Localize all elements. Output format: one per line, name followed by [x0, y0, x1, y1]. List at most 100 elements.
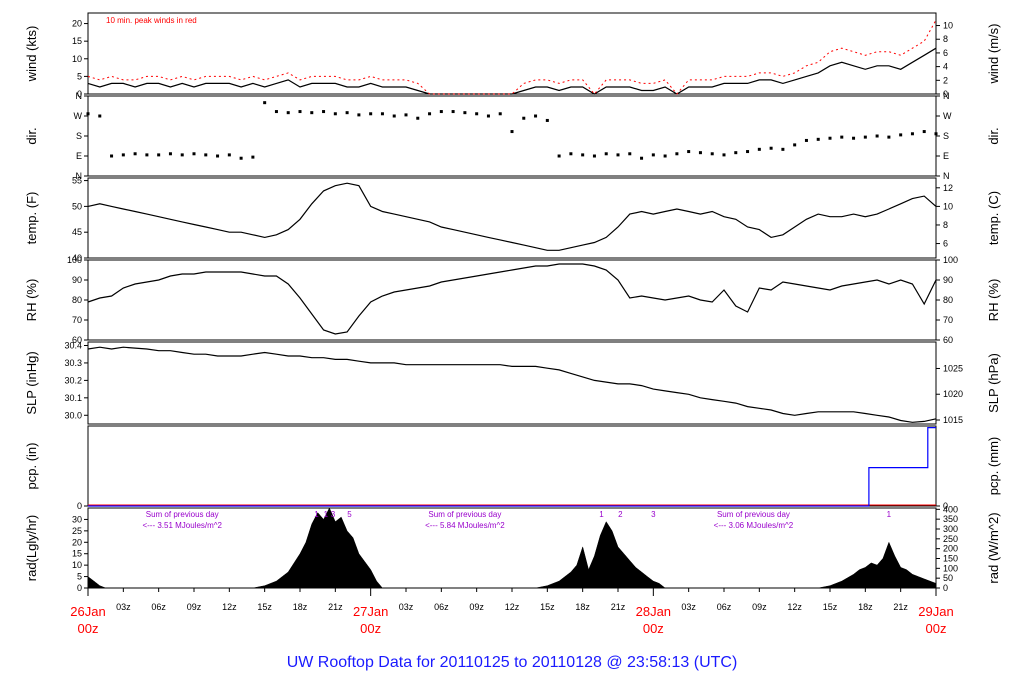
- dir-point: [286, 111, 290, 115]
- x-tick-label: 18z: [575, 602, 590, 612]
- x-tick-label: 18z: [858, 602, 873, 612]
- x-tick-label: 15z: [257, 602, 272, 612]
- y-tick-label: S: [76, 131, 82, 141]
- x-major-day: 26Jan: [70, 604, 105, 619]
- dir-point: [863, 135, 867, 139]
- x-tick-label: 18z: [293, 602, 308, 612]
- y-tick-label-right: 0: [943, 89, 948, 99]
- dir-point: [486, 114, 490, 118]
- dir-point: [168, 152, 172, 156]
- dir-point: [251, 155, 255, 159]
- dir-point: [922, 130, 926, 134]
- wind-annotation: 10 min. peak winds in red: [106, 16, 197, 25]
- y-tick-label-right: 2: [943, 75, 948, 85]
- dir-point: [86, 112, 90, 116]
- panel-frame: [87, 507, 937, 589]
- y-tick-label: W: [74, 111, 83, 121]
- dir-point: [310, 111, 314, 115]
- panel-rh: 60 70 80 90 100 60 70 80 90 100 RH (%) RH (%): [24, 255, 1001, 345]
- dir-point: [687, 150, 691, 154]
- panel-frame: [87, 177, 937, 259]
- y-tick-label-right: 12: [943, 183, 953, 193]
- y-tick-label-right: 250: [943, 534, 958, 544]
- dir-point: [322, 110, 326, 114]
- y-tick-label-right: 80: [943, 295, 953, 305]
- y-tick-label: 5: [77, 71, 82, 81]
- x-major-time: 00z: [643, 621, 664, 636]
- panel-frame: [87, 341, 937, 425]
- panel-frame: [87, 95, 937, 177]
- dir-point: [380, 112, 384, 116]
- y-tick-label: 30: [72, 514, 82, 524]
- y-axis-label-right: pcp. (mm): [986, 437, 1001, 496]
- x-major-time: 00z: [926, 621, 947, 636]
- x-tick-label: 15z: [823, 602, 838, 612]
- x-tick-label: 12z: [222, 602, 237, 612]
- dir-point: [616, 153, 620, 157]
- y-axis-label: wind (kts): [24, 26, 39, 83]
- x-tick-label: 06z: [717, 602, 732, 612]
- series-peak-wind: [87, 19, 937, 95]
- x-tick-label: 06z: [151, 602, 166, 612]
- y-tick-label-right: 8: [943, 34, 948, 44]
- rad-marker: 3: [331, 510, 336, 519]
- rad-note: Sum of previous day: [428, 510, 501, 519]
- y-tick-label: 0: [77, 501, 82, 511]
- y-axis-label-right: temp. (C): [986, 191, 1001, 245]
- y-tick-label: 15: [72, 549, 82, 559]
- y-tick-label-right: 50: [943, 573, 953, 583]
- y-axis-label-right: rad (W/m^2): [986, 512, 1001, 583]
- chart-title: UW Rooftop Data for 20110125 to 20110128…: [287, 654, 738, 671]
- dir-point: [663, 154, 667, 158]
- y-tick-label-right: S: [943, 131, 949, 141]
- y-tick-label-right: 6: [943, 239, 948, 249]
- y-tick-label: 70: [72, 315, 82, 325]
- dir-point: [840, 135, 844, 139]
- y-tick-label: 0: [77, 583, 82, 593]
- y-tick-label: 5: [77, 572, 82, 582]
- dir-point: [746, 150, 750, 154]
- x-major-time: 00z: [78, 621, 99, 636]
- dir-point: [404, 113, 408, 117]
- series-rh: [87, 263, 937, 335]
- y-tick-label-right: 100: [943, 563, 958, 573]
- x-tick-label: 09z: [469, 602, 484, 612]
- dir-point: [769, 146, 773, 150]
- dir-point: [534, 114, 538, 118]
- y-tick-label-right: 300: [943, 524, 958, 534]
- dir-point: [722, 153, 726, 157]
- rad-marker: 5: [347, 510, 352, 519]
- dir-point: [239, 156, 243, 160]
- rad-note: <--- 3.51 MJoules/m^2: [142, 521, 222, 530]
- panel-temp: 40 45 50 55 6 8 10 12 temp. (F) temp. (C): [24, 176, 1001, 263]
- dir-point: [463, 111, 467, 115]
- dir-point: [439, 110, 443, 114]
- y-tick-label: 80: [72, 295, 82, 305]
- dir-point: [592, 154, 596, 158]
- y-tick-label: 40: [72, 253, 82, 263]
- dir-point: [110, 154, 114, 158]
- dir-point: [793, 143, 797, 147]
- y-tick-label: N: [76, 171, 83, 181]
- y-tick-label-right: 4: [943, 62, 948, 72]
- y-tick-label-right: N: [943, 91, 950, 101]
- dir-point: [899, 133, 903, 137]
- y-axis-label: temp. (F): [24, 192, 39, 245]
- dir-point: [510, 130, 514, 134]
- dir-point: [545, 118, 549, 122]
- dir-point: [710, 152, 714, 156]
- dir-point: [569, 152, 573, 156]
- series-temp: [87, 182, 937, 251]
- rad-marker: 1: [324, 510, 329, 519]
- y-axis-label-right: wind (m/s): [986, 24, 1001, 85]
- y-tick-label-right: 90: [943, 275, 953, 285]
- dir-point: [640, 156, 644, 160]
- y-tick-label-right: 1015: [943, 415, 963, 425]
- y-tick-label: 10: [72, 54, 82, 64]
- y-tick-label: E: [76, 151, 82, 161]
- dir-point: [121, 153, 125, 157]
- dir-point: [333, 112, 337, 116]
- series-slp: [87, 346, 937, 423]
- dir-point: [675, 152, 679, 156]
